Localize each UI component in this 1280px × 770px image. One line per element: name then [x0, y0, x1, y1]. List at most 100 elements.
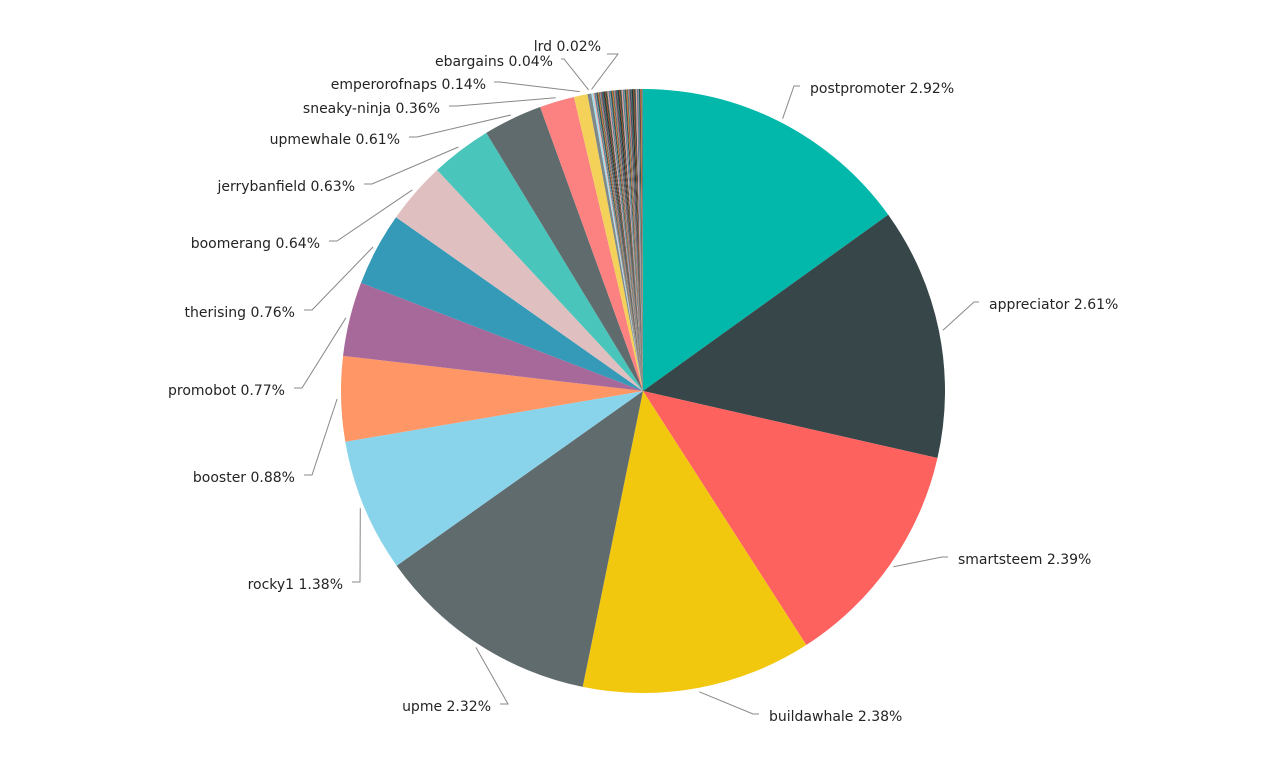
pie-slice-other-64[interactable]: [637, 89, 643, 391]
pie-slice-other-46[interactable]: [625, 89, 643, 391]
pie-slice-jerrybanfield[interactable]: [437, 132, 643, 391]
pie-slice-other-55[interactable]: [631, 89, 643, 391]
pie-slice-other-61[interactable]: [635, 89, 643, 391]
pie-slice-boomerang[interactable]: [396, 170, 643, 391]
pie-slice-other-67[interactable]: [640, 89, 643, 392]
pie-slice-other-12[interactable]: [600, 91, 643, 391]
pie-slice-other-41[interactable]: [621, 89, 643, 391]
pie-slice-other-45[interactable]: [624, 89, 643, 392]
leader-line-rocky1: [352, 508, 361, 583]
pie-slice-other-24[interactable]: [609, 90, 643, 391]
pie-slice-other-40[interactable]: [620, 89, 643, 391]
pie-slice-other-2[interactable]: [593, 92, 643, 391]
pie-slice-ebargains[interactable]: [587, 93, 643, 391]
pie-slice-promobot[interactable]: [343, 282, 643, 391]
pie-slice-other-28[interactable]: [612, 90, 643, 391]
leader-line-lrd: [591, 53, 619, 90]
pie-slice-buildawhale[interactable]: [582, 391, 807, 694]
pie-slice-smartsteem[interactable]: [643, 391, 938, 646]
pie-slice-other-15[interactable]: [603, 91, 643, 392]
pie-slice-other-9[interactable]: [598, 92, 643, 391]
pie-slice-other-11[interactable]: [600, 91, 643, 392]
pie-slice-other-8[interactable]: [598, 92, 643, 392]
pie-slice-other-58[interactable]: [633, 89, 643, 392]
pie-slice-sneaky-ninja[interactable]: [540, 97, 643, 391]
pie-slice-other-32[interactable]: [615, 90, 643, 392]
pie-slice-other-19[interactable]: [605, 91, 643, 391]
pie-slice-other-22[interactable]: [608, 90, 643, 391]
pie-slice-other-57[interactable]: [632, 89, 643, 391]
pie-slice-other-25[interactable]: [610, 90, 643, 391]
pie-slice-other-38[interactable]: [619, 89, 643, 392]
pie-slice-other-70[interactable]: [642, 88, 644, 391]
pie-slice-other-18[interactable]: [605, 91, 643, 392]
pie-slice-other-53[interactable]: [630, 89, 643, 392]
pie-slice-other-69[interactable]: [641, 88, 643, 391]
pie-slice-other-42[interactable]: [622, 89, 643, 391]
pie-slice-other-48[interactable]: [626, 89, 643, 392]
pie-slice-other-20[interactable]: [606, 91, 643, 391]
pie-slice-upme[interactable]: [396, 391, 643, 687]
pie-slice-other-30[interactable]: [613, 90, 643, 391]
pie-slice-other-36[interactable]: [617, 89, 643, 391]
slice-label-booster: booster 0.88%: [193, 470, 295, 486]
pie-slice-other-21[interactable]: [607, 91, 643, 392]
pie-slice-other-1[interactable]: [593, 93, 643, 391]
pie-slice-upmewhale[interactable]: [486, 107, 643, 391]
slice-label-lrd: lrd 0.02%: [534, 39, 601, 55]
pie-slice-other-47[interactable]: [625, 89, 643, 391]
pie-slice-other-29[interactable]: [613, 90, 643, 391]
pie-slice-other-17[interactable]: [604, 91, 643, 392]
pie-slice-other-63[interactable]: [637, 89, 643, 391]
pie-slice-other-13[interactable]: [601, 91, 643, 391]
pie-slice-rocky1[interactable]: [345, 391, 643, 566]
pie-slice-lrd[interactable]: [591, 93, 643, 391]
leader-line-booster: [304, 398, 338, 476]
pie-slice-other-43[interactable]: [622, 89, 643, 392]
pie-slice-other-31[interactable]: [614, 90, 643, 391]
pie-slice-other-44[interactable]: [623, 89, 643, 391]
pie-slice-other-26[interactable]: [610, 90, 643, 391]
pie-slice-other-60[interactable]: [635, 89, 643, 391]
pie-slice-other-52[interactable]: [629, 89, 643, 392]
pie-slice-other-23[interactable]: [608, 90, 643, 392]
pie-slice-other-16[interactable]: [603, 91, 643, 391]
pie-slice-other-37[interactable]: [618, 89, 643, 391]
pie-slice-other-34[interactable]: [616, 90, 643, 391]
pie-slice-other-51[interactable]: [628, 89, 643, 392]
leader-line-boomerang: [329, 189, 413, 242]
pie-slice-other-6[interactable]: [596, 92, 643, 391]
pie-slice-other-50[interactable]: [627, 89, 643, 391]
pie-slice-booster[interactable]: [340, 355, 643, 442]
pie-slice-other-5[interactable]: [595, 92, 643, 391]
leader-line-upmewhale: [409, 114, 512, 138]
leader-lines: [294, 53, 979, 715]
pie-slice-other-59[interactable]: [634, 89, 643, 391]
pie-slice-other-54[interactable]: [630, 89, 643, 392]
pie-slice-other-7[interactable]: [597, 92, 643, 391]
pie-slice-other-68[interactable]: [640, 89, 643, 391]
pie-slice-other-65[interactable]: [638, 89, 643, 392]
pie-slice-other-27[interactable]: [611, 90, 643, 392]
pie-slice-other-66[interactable]: [639, 89, 643, 391]
pie-slice-therising[interactable]: [361, 217, 643, 391]
pie-slice-emperorofnaps[interactable]: [573, 94, 643, 392]
pie-slice-other-35[interactable]: [617, 90, 643, 391]
pie-slice-other-49[interactable]: [627, 89, 643, 392]
pie-slice-other-10[interactable]: [599, 92, 643, 391]
leader-line-emperorofnaps: [494, 81, 580, 93]
slice-label-smartsteem: smartsteem 2.39%: [958, 552, 1091, 568]
slice-label-upmewhale: upmewhale 0.61%: [270, 132, 400, 148]
pie-slice-other-4[interactable]: [595, 92, 643, 392]
leader-line-postpromoter: [782, 85, 800, 119]
pie-slice-other-14[interactable]: [602, 91, 643, 391]
pie-slice-other-56[interactable]: [632, 89, 643, 391]
pie-slice-appreciator[interactable]: [643, 214, 946, 459]
pie-slice-postpromoter[interactable]: [643, 89, 889, 391]
pie-slice-other-3[interactable]: [594, 92, 643, 391]
pie-slice-other-62[interactable]: [636, 89, 643, 392]
pie-slice-other-33[interactable]: [615, 90, 643, 392]
pie-slice-other-39[interactable]: [620, 89, 643, 391]
slice-label-rocky1: rocky1 1.38%: [248, 577, 343, 593]
